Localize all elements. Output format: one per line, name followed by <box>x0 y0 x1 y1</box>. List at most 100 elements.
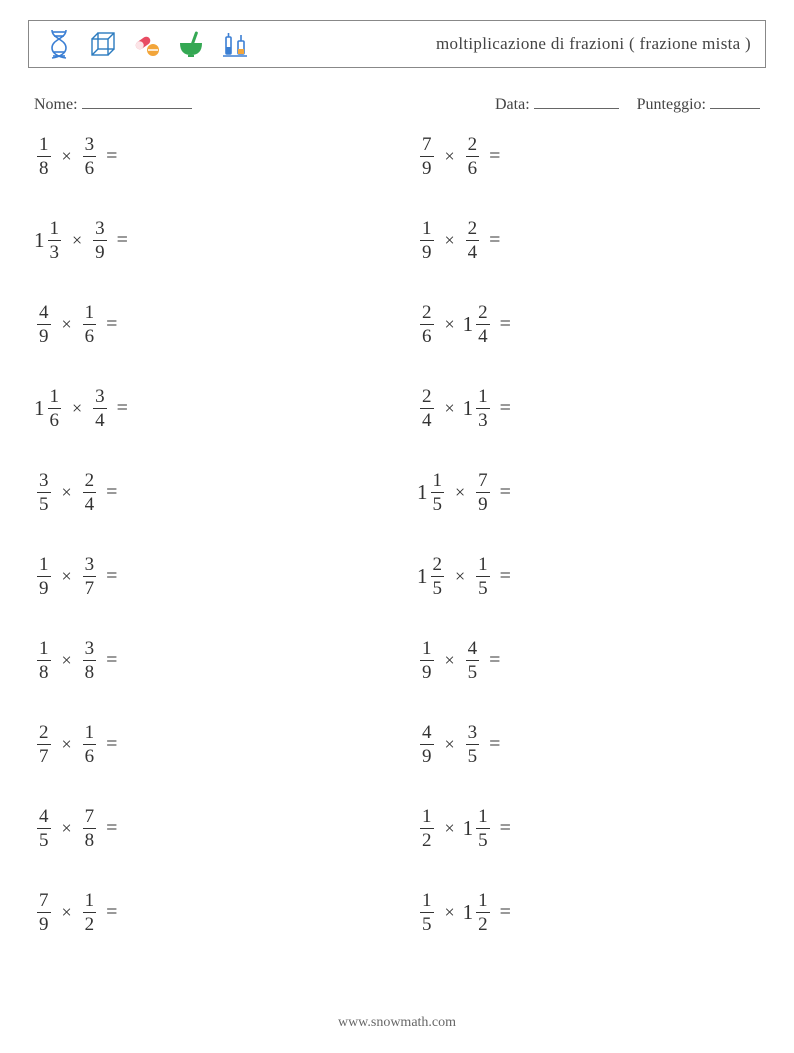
fraction-b: 38 <box>83 639 97 682</box>
denominator: 4 <box>83 492 97 514</box>
numerator: 3 <box>37 471 51 492</box>
denominator: 9 <box>37 912 51 934</box>
name-blank[interactable] <box>82 94 192 109</box>
numerator: 1 <box>420 219 434 240</box>
fraction-a: 18 <box>37 639 51 682</box>
times-symbol: × <box>445 398 455 419</box>
numerator: 2 <box>466 135 480 156</box>
numerator: 2 <box>466 219 480 240</box>
mixed-whole-b: 1 <box>463 816 474 841</box>
times-symbol: × <box>72 230 82 251</box>
fraction-b: 26 <box>466 135 480 178</box>
equals-symbol: = <box>106 817 117 840</box>
fraction-b: 12 <box>83 891 97 934</box>
numerator: 2 <box>37 723 51 744</box>
fraction-b: 35 <box>466 723 480 766</box>
numerator: 2 <box>476 303 490 324</box>
fraction-a: 35 <box>37 471 51 514</box>
mixed-whole-a: 1 <box>34 228 45 253</box>
numerator: 1 <box>48 219 62 240</box>
numerator: 1 <box>37 639 51 660</box>
fraction-b: 24 <box>83 471 97 514</box>
numerator: 2 <box>420 387 434 408</box>
denominator: 5 <box>476 828 490 850</box>
fraction-a: 18 <box>37 135 51 178</box>
numerator: 1 <box>420 639 434 660</box>
flasks-icon <box>219 28 251 60</box>
problem: 12×115= <box>417 804 760 852</box>
times-symbol: × <box>445 146 455 167</box>
numerator: 1 <box>476 387 490 408</box>
info-row: Nome: Data: Punteggio: <box>34 94 760 114</box>
denominator: 5 <box>37 492 51 514</box>
numerator: 1 <box>476 891 490 912</box>
numerator: 1 <box>48 387 62 408</box>
fraction-b: 15 <box>476 807 490 850</box>
header-icons <box>43 28 251 60</box>
mixed-whole-b: 1 <box>463 312 474 337</box>
score-blank[interactable] <box>710 94 760 109</box>
denominator: 9 <box>420 660 434 682</box>
denominator: 4 <box>420 408 434 430</box>
fraction-a: 45 <box>37 807 51 850</box>
times-symbol: × <box>62 650 72 671</box>
name-label: Nome: <box>34 96 78 114</box>
fraction-a: 19 <box>37 555 51 598</box>
fraction-b: 45 <box>466 639 480 682</box>
equals-symbol: = <box>500 817 511 840</box>
equals-symbol: = <box>489 649 500 672</box>
problem: 27×16= <box>34 720 377 768</box>
denominator: 7 <box>37 744 51 766</box>
problems-grid: 18×36=79×26=113×39=19×24=49×16=26×124=11… <box>34 132 760 936</box>
denominator: 5 <box>431 576 445 598</box>
times-symbol: × <box>62 566 72 587</box>
denominator: 9 <box>420 240 434 262</box>
fraction-a: 24 <box>420 387 434 430</box>
problem: 115×79= <box>417 468 760 516</box>
denominator: 9 <box>420 156 434 178</box>
name-field: Nome: <box>34 94 192 114</box>
denominator: 5 <box>420 912 434 934</box>
fraction-b: 24 <box>466 219 480 262</box>
fraction-a: 49 <box>420 723 434 766</box>
numerator: 3 <box>93 387 107 408</box>
equals-symbol: = <box>106 313 117 336</box>
denominator: 6 <box>83 324 97 346</box>
fraction-a: 13 <box>48 219 62 262</box>
equals-symbol: = <box>489 229 500 252</box>
equals-symbol: = <box>500 313 511 336</box>
denominator: 4 <box>93 408 107 430</box>
fraction-a: 12 <box>420 807 434 850</box>
denominator: 6 <box>83 744 97 766</box>
date-blank[interactable] <box>534 94 619 109</box>
denominator: 8 <box>37 660 51 682</box>
times-symbol: × <box>62 146 72 167</box>
equals-symbol: = <box>117 397 128 420</box>
mixed-whole-a: 1 <box>34 396 45 421</box>
denominator: 2 <box>83 912 97 934</box>
footer-url: www.snowmath.com <box>0 1015 794 1031</box>
fraction-a: 25 <box>431 555 445 598</box>
mortar-icon <box>175 28 207 60</box>
fraction-b: 16 <box>83 303 97 346</box>
fraction-b: 78 <box>83 807 97 850</box>
equals-symbol: = <box>106 901 117 924</box>
times-symbol: × <box>445 902 455 923</box>
mixed-whole-b: 1 <box>463 396 474 421</box>
numerator: 4 <box>37 807 51 828</box>
denominator: 2 <box>476 912 490 934</box>
equals-symbol: = <box>500 565 511 588</box>
denominator: 2 <box>420 828 434 850</box>
mixed-whole-a: 1 <box>417 480 428 505</box>
fraction-a: 49 <box>37 303 51 346</box>
times-symbol: × <box>62 818 72 839</box>
denominator: 9 <box>476 492 490 514</box>
fraction-a: 79 <box>420 135 434 178</box>
score-label: Punteggio: <box>637 96 706 114</box>
equals-symbol: = <box>489 145 500 168</box>
score-field: Punteggio: <box>637 94 760 114</box>
denominator: 5 <box>431 492 445 514</box>
fraction-a: 26 <box>420 303 434 346</box>
times-symbol: × <box>62 734 72 755</box>
dna-icon <box>43 28 75 60</box>
